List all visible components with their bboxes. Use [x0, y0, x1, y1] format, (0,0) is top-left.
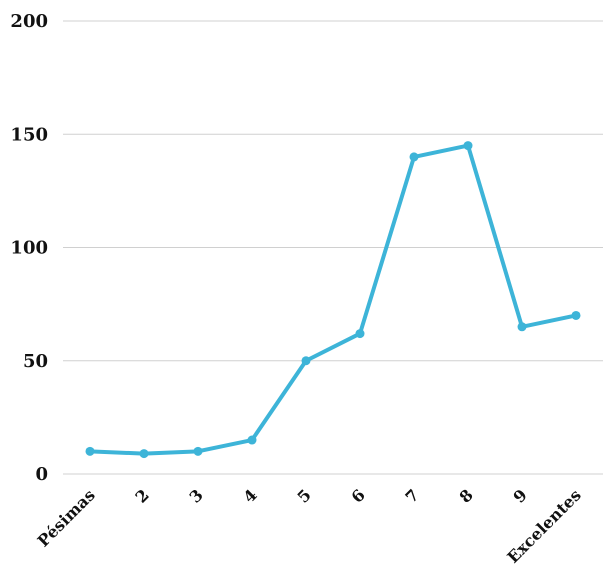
x-tick-label-5: 5: [294, 485, 315, 506]
data-point-4: [247, 435, 257, 445]
x-tick-label-6: 6: [348, 485, 369, 506]
x-tick-label-3: 3: [186, 485, 207, 506]
x-tick-label-1: Pésimas: [34, 485, 99, 550]
data-point-9: [517, 322, 527, 332]
data-point-3: [193, 446, 203, 456]
x-tick-label-4: 4: [240, 485, 261, 506]
y-axis-ticks: 0 50 100 150 200: [10, 11, 48, 485]
grid-lines: [63, 20, 603, 475]
data-point-5: [301, 356, 311, 366]
x-tick-label-7: 7: [402, 485, 423, 506]
series-line: [88, 143, 578, 456]
y-tick-label-200: 200: [10, 11, 48, 32]
y-tick-label-100: 100: [10, 238, 48, 259]
data-point-8: [463, 141, 473, 151]
data-point-7: [409, 152, 419, 162]
y-tick-label-0: 0: [35, 464, 48, 485]
data-point-6: [355, 329, 365, 339]
x-tick-label-2: 2: [132, 485, 153, 506]
series-layer: [85, 141, 581, 459]
x-tick-label-9: 9: [510, 485, 531, 506]
y-tick-label-50: 50: [23, 351, 48, 372]
data-point-2: [139, 449, 149, 459]
y-tick-label-150: 150: [10, 124, 48, 145]
data-point-10: [571, 310, 581, 320]
x-tick-label-8: 8: [456, 485, 477, 506]
data-point-1: [85, 446, 95, 456]
